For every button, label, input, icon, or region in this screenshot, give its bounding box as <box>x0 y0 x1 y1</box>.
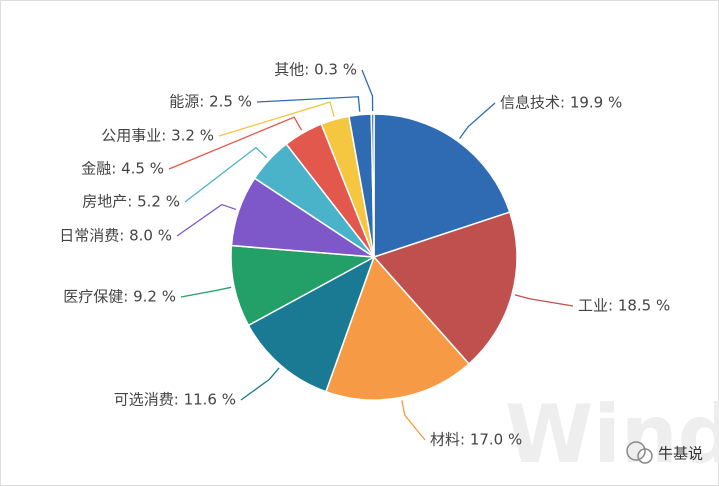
leader-line <box>168 116 303 170</box>
leader-line <box>458 102 496 140</box>
data-label: 能源: 2.5 % <box>169 93 252 111</box>
data-label: 公用事业: 3.2 % <box>101 127 214 145</box>
pie-slice <box>373 113 511 259</box>
pie-slice <box>372 211 518 365</box>
source-badge: 牛基说 <box>626 441 703 464</box>
leader-line <box>176 203 237 237</box>
watermark: Wind <box>505 388 719 481</box>
data-label: 信息技术: 19.9 % <box>500 94 622 112</box>
data-label: 金融: 4.5 % <box>81 160 164 178</box>
leader-line <box>184 146 268 203</box>
source: 牛基说 <box>658 445 703 463</box>
data-label: 房地产: 5.2 % <box>82 193 180 211</box>
wechat-icon <box>637 448 653 464</box>
data-label: 工业: 18.5 % <box>578 297 670 315</box>
leader-line <box>240 367 280 401</box>
data-label: 可选消费: 11.6 % <box>114 391 236 409</box>
leader-line <box>218 101 335 137</box>
leader-line <box>401 400 426 441</box>
leader-line <box>361 69 374 112</box>
data-label: 日常消费: 8.0 % <box>59 227 172 245</box>
wechat-icon <box>626 441 646 461</box>
pie-slice <box>370 113 375 258</box>
data-label: 材料: 17.0 % <box>430 431 522 449</box>
pie-slice <box>247 255 376 393</box>
data-label: 其他: 0.3 % <box>274 61 357 79</box>
leader-line <box>514 294 574 307</box>
leader-line <box>180 286 232 298</box>
data-label: 医疗保健: 9.2 % <box>63 288 176 306</box>
pie-slice <box>230 244 377 327</box>
leader-line <box>256 96 361 112</box>
